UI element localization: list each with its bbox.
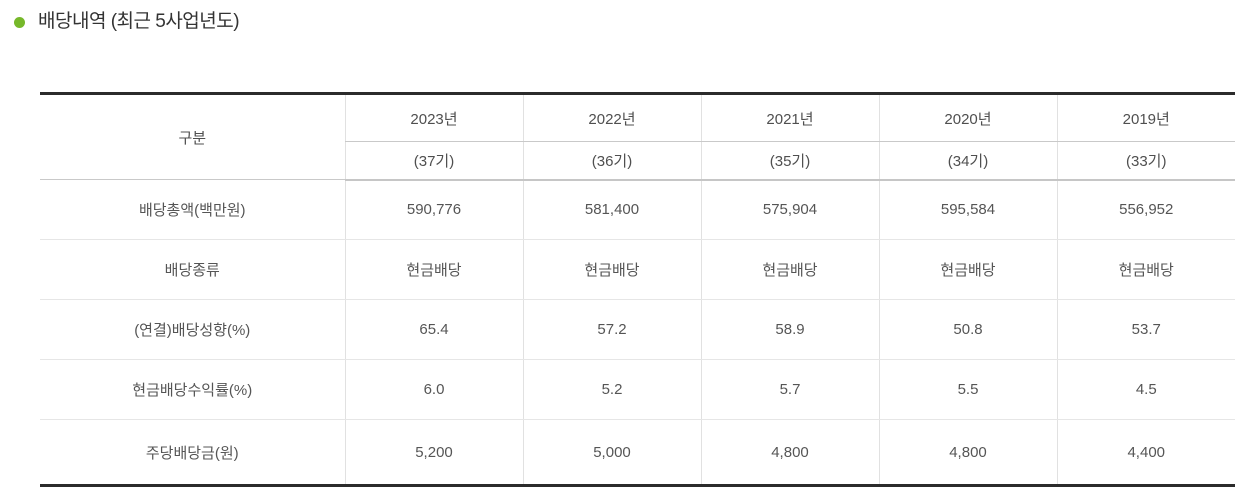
header-term-34: (34기): [878, 141, 1057, 181]
header-corner-cell: 구분: [40, 93, 345, 180]
header-term-36: (36기): [522, 141, 701, 181]
cell-value: 5.2: [522, 359, 701, 420]
green-bullet-icon: [14, 16, 25, 28]
cell-value: 556,952: [1056, 179, 1235, 240]
table-row-dividend-type: 배당종류 현금배당 현금배당 현금배당 현금배당 현금배당: [40, 239, 1235, 300]
cell-value: 65.4: [344, 299, 523, 360]
cell-value: 581,400: [522, 179, 701, 240]
table-row-dividend-per-share: 주당배당금(원) 5,200 5,000 4,800 4,800 4,400: [40, 419, 1235, 486]
header-year-2022: 2022년: [522, 93, 701, 142]
cell-value: 현금배당: [522, 239, 701, 300]
row-label: 현금배당수익률(%): [40, 359, 345, 420]
table-row-total-dividend: 배당총액(백만원) 590,776 581,400 575,904 595,58…: [40, 179, 1235, 240]
table-row-payout-ratio: (연결)배당성향(%) 65.4 57.2 58.9 50.8 53.7: [40, 299, 1235, 360]
header-year-2023: 2023년: [344, 93, 523, 142]
section-title-label: 배당내역 (최근 5사업년도): [38, 11, 240, 32]
cell-value: 4,800: [878, 419, 1057, 486]
header-year-2021: 2021년: [700, 93, 879, 142]
header-year-2019: 2019년: [1056, 93, 1235, 142]
header-term-37: (37기): [344, 141, 523, 181]
header-term-35: (35기): [700, 141, 879, 181]
cell-value: 590,776: [344, 179, 523, 240]
cell-value: 53.7: [1056, 299, 1235, 360]
table-row-dividend-yield: 현금배당수익률(%) 6.0 5.2 5.7 5.5 4.5: [40, 359, 1235, 420]
cell-value: 현금배당: [878, 239, 1057, 300]
cell-value: 4,400: [1056, 419, 1235, 486]
row-label: 배당종류: [40, 239, 345, 300]
cell-value: 5,000: [522, 419, 701, 486]
dividend-table: 구분 2023년 2022년 2021년 2020년 2019년 (37기) (…: [40, 92, 1235, 487]
cell-value: 4.5: [1056, 359, 1235, 420]
cell-value: 575,904: [700, 179, 879, 240]
cell-value: 4,800: [700, 419, 879, 486]
cell-value: 6.0: [344, 359, 523, 420]
cell-value: 현금배당: [1056, 239, 1235, 300]
cell-value: 57.2: [522, 299, 701, 360]
header-term-33: (33기): [1056, 141, 1235, 181]
row-label: 배당총액(백만원): [40, 179, 345, 240]
cell-value: 현금배당: [700, 239, 879, 300]
cell-value: 현금배당: [344, 239, 523, 300]
row-label: (연결)배당성향(%): [40, 299, 345, 360]
cell-value: 5.7: [700, 359, 879, 420]
section-title: 배당내역 (최근 5사업년도): [14, 8, 240, 36]
header-year-2020: 2020년: [878, 93, 1057, 142]
cell-value: 5.5: [878, 359, 1057, 420]
cell-value: 595,584: [878, 179, 1057, 240]
cell-value: 58.9: [700, 299, 879, 360]
header-term-row: (37기) (36기) (35기) (34기) (33기): [40, 141, 1235, 181]
row-label: 주당배당금(원): [145, 444, 239, 462]
cell-value: 5,200: [344, 419, 523, 486]
cell-value: 50.8: [878, 299, 1057, 360]
dividend-table-wrapper: 구분 2023년 2022년 2021년 2020년 2019년 (37기) (…: [40, 92, 1235, 487]
header-year-row: 구분 2023년 2022년 2021년 2020년 2019년: [40, 93, 1235, 180]
